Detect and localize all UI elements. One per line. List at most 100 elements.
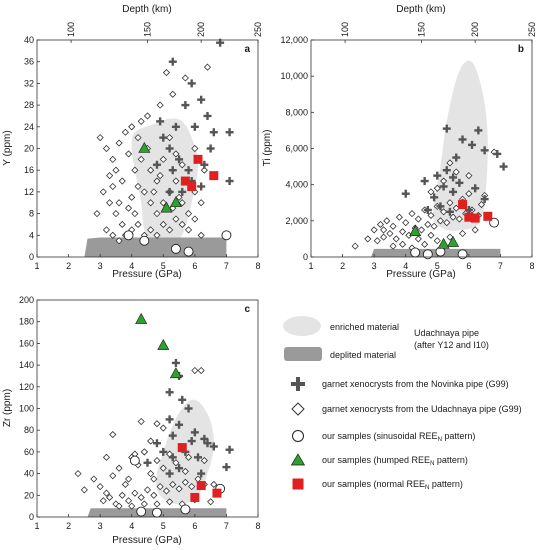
udachnaya-point xyxy=(184,226,193,234)
x-tick-label: 2 xyxy=(66,261,71,271)
udachnaya-point xyxy=(128,502,136,510)
novinka-point xyxy=(445,207,454,216)
udachnaya-point xyxy=(395,213,403,221)
humped-sample-point xyxy=(157,338,170,350)
udachnaya-point xyxy=(446,199,454,207)
legend-udachnaya-marker xyxy=(291,402,305,416)
top-axis-label: Depth (km) xyxy=(396,4,445,15)
novinka-point xyxy=(171,122,180,131)
udachnaya-point xyxy=(162,68,171,77)
novinka-point xyxy=(436,202,445,211)
x-tick-label: 5 xyxy=(161,521,166,531)
novinka-point xyxy=(433,171,442,180)
plot-frame xyxy=(310,39,533,258)
legend-udachnaya-pipe-line1: Udachnaya pipe xyxy=(414,328,479,338)
udachnaya-point xyxy=(143,486,152,494)
udachnaya-point xyxy=(118,220,126,229)
udachnaya-point xyxy=(159,220,167,229)
y-tick-label: 4,000 xyxy=(285,180,308,190)
novinka-point xyxy=(423,205,432,214)
udachnaya-point xyxy=(121,480,129,489)
udachnaya-point xyxy=(128,193,136,201)
udachnaya-point xyxy=(427,211,435,219)
sinusoidal-sample-point xyxy=(221,230,232,241)
udachnaya-point xyxy=(150,491,158,499)
udachnaya-point xyxy=(153,210,161,218)
y-axis-label: Y (ppm) xyxy=(2,130,13,165)
sinusoidal-sample-point xyxy=(139,235,150,246)
udachnaya-point xyxy=(421,240,429,248)
udachnaya-point xyxy=(153,177,161,185)
top-tick-label: 250 xyxy=(253,22,263,37)
y-tick-label: 12,000 xyxy=(280,35,308,45)
top-tick-label: 200 xyxy=(196,22,206,37)
udachnaya-point xyxy=(115,139,123,147)
udachnaya-point xyxy=(440,208,448,216)
udachnaya-point xyxy=(131,210,139,218)
top-tick-label: 150 xyxy=(417,22,427,37)
y-tick-label: 0 xyxy=(303,252,308,262)
udachnaya-point xyxy=(121,128,129,136)
x-tick-label: 5 xyxy=(435,261,440,271)
normal-sample-point xyxy=(458,200,468,210)
udachnaya-point xyxy=(200,457,208,465)
legend-humped-marker xyxy=(290,453,306,466)
novinka-point xyxy=(152,439,161,448)
udachnaya-point xyxy=(455,215,463,223)
udachnaya-point xyxy=(380,226,388,234)
novinka-point xyxy=(200,160,209,169)
x-tick-label: 6 xyxy=(192,261,197,271)
udachnaya-point xyxy=(143,112,152,120)
udachnaya-point xyxy=(178,220,186,229)
novinka-point xyxy=(206,144,215,153)
humped-sample-point xyxy=(447,235,460,247)
udachnaya-point xyxy=(210,480,218,489)
udachnaya-point xyxy=(153,500,161,508)
novinka-point xyxy=(152,160,161,169)
legend-novinka-marker xyxy=(291,377,305,391)
depleted-region xyxy=(84,237,227,257)
x-tick-label: 2 xyxy=(340,261,345,271)
y-tick-label: 28 xyxy=(24,100,34,110)
x-tick-label: 1 xyxy=(308,261,313,271)
sinusoidal-sample-point xyxy=(410,247,421,258)
x-axis-label: Pressure (GPa) xyxy=(112,535,181,546)
udachnaya-point xyxy=(181,478,189,486)
top-tick-label: 100 xyxy=(340,22,350,37)
x-tick-label: 6 xyxy=(192,521,197,531)
udachnaya-point xyxy=(147,470,155,478)
udachnaya-point xyxy=(200,166,208,174)
y-tick-label: 8 xyxy=(29,209,34,219)
udachnaya-point xyxy=(417,226,426,234)
normal-sample-point xyxy=(177,443,187,453)
udachnaya-point xyxy=(386,229,394,238)
novinka-point xyxy=(203,439,212,448)
novinka-point xyxy=(499,162,508,171)
novinka-point xyxy=(159,133,168,142)
udachnaya-point xyxy=(458,229,467,238)
y-tick-label: 40 xyxy=(24,469,34,479)
novinka-point xyxy=(225,128,234,137)
udachnaya-point xyxy=(433,184,441,192)
udachnaya-point xyxy=(376,220,385,229)
y-tick-label: 16 xyxy=(24,165,34,175)
udachnaya-point xyxy=(109,231,117,239)
top-tick-label: 150 xyxy=(143,22,153,37)
sinusoidal-sample-point xyxy=(152,507,162,518)
humped-sample-point xyxy=(135,312,148,324)
panel-b-ti-vs-pressure: 1 2 3 4 5 6 7 8 0 2,000 4,000 6,000 8,000 10,000 12,00… xyxy=(262,4,537,280)
udachnaya-point xyxy=(80,486,88,494)
y-tick-label: 200 xyxy=(19,295,34,305)
udachnaya-point xyxy=(373,237,381,245)
novinka-point xyxy=(156,117,165,126)
sinusoidal-sample-point xyxy=(180,504,191,515)
sinusoidal-sample-point xyxy=(136,506,147,517)
udachnaya-point xyxy=(109,155,117,163)
top-axis-label: Depth (km) xyxy=(122,4,171,15)
normal-sample-point xyxy=(180,176,190,186)
udachnaya-point xyxy=(137,493,145,502)
udachnaya-point xyxy=(197,199,205,207)
x-tick-label: 8 xyxy=(255,261,260,271)
novinka-point xyxy=(184,166,193,175)
novinka-point xyxy=(178,395,187,404)
